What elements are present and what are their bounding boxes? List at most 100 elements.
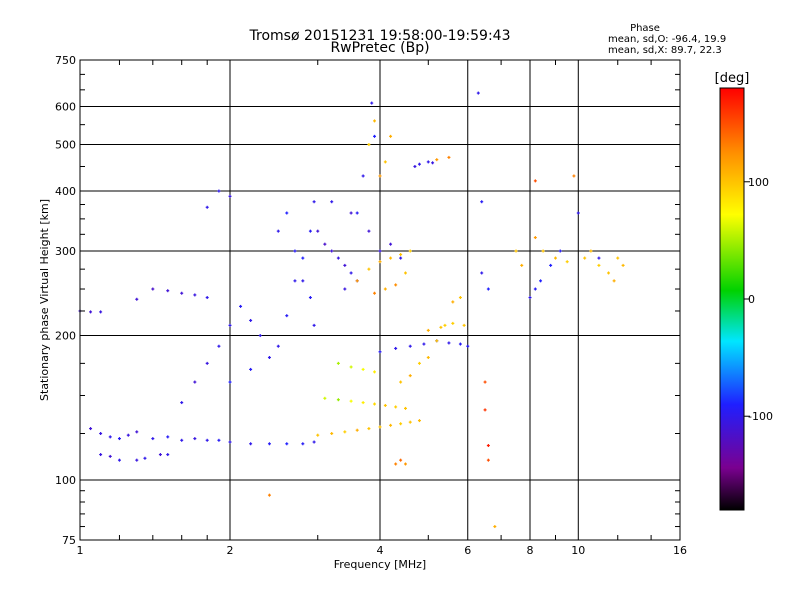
data-point	[361, 174, 365, 178]
data-point	[249, 318, 253, 322]
data-point	[394, 283, 398, 287]
data-point	[549, 263, 553, 267]
data-point	[367, 229, 371, 233]
data-point	[383, 287, 387, 291]
data-point	[443, 323, 447, 327]
data-point	[378, 350, 382, 354]
data-point	[205, 205, 209, 209]
data-point	[249, 442, 253, 446]
data-point	[249, 367, 253, 371]
data-point	[301, 279, 305, 283]
y-tick-label: 200	[55, 330, 76, 343]
data-point	[389, 423, 393, 427]
data-point	[355, 428, 359, 432]
y-tick-label: 400	[55, 185, 76, 198]
data-point	[276, 344, 280, 348]
data-point	[285, 211, 289, 215]
data-point	[166, 435, 170, 439]
data-point	[378, 249, 382, 253]
data-point	[426, 328, 430, 332]
data-point	[533, 236, 537, 240]
data-point	[408, 249, 412, 253]
data-point	[612, 279, 616, 283]
data-point	[239, 304, 243, 308]
data-point	[394, 346, 398, 350]
data-point	[533, 179, 537, 183]
data-point	[597, 256, 601, 260]
data-point	[451, 321, 455, 325]
data-point	[293, 249, 297, 253]
data-point	[312, 323, 316, 327]
data-point	[486, 444, 490, 448]
data-point	[267, 442, 271, 446]
data-point	[439, 325, 443, 329]
data-point	[301, 442, 305, 446]
data-point	[99, 310, 103, 314]
data-point	[417, 162, 421, 166]
data-point	[370, 101, 374, 105]
colorbar-label: [deg]	[715, 71, 750, 86]
data-point	[355, 211, 359, 215]
y-tick-label: 500	[55, 139, 76, 152]
data-point	[312, 440, 316, 444]
data-point	[583, 256, 587, 260]
data-point	[480, 271, 484, 275]
data-point	[361, 401, 365, 405]
data-point	[367, 143, 371, 147]
data-point	[373, 119, 377, 123]
data-point	[217, 438, 221, 442]
data-point	[330, 249, 334, 253]
data-point	[193, 437, 197, 441]
data-point	[483, 408, 487, 412]
data-point	[258, 334, 262, 338]
data-point	[458, 296, 462, 300]
data-point	[451, 300, 455, 304]
chart-title: Tromsø 20151231 19:58:00-19:59:43	[249, 28, 511, 44]
data-point	[466, 344, 470, 348]
data-point	[228, 194, 232, 198]
data-point	[597, 263, 601, 267]
data-point	[533, 287, 537, 291]
stats-title: Phase	[630, 23, 660, 34]
y-axis-ticks: 75 100 200 300 400 500 600 750	[55, 54, 680, 547]
colorbar-tick-label: 0	[748, 293, 755, 306]
data-point	[435, 158, 439, 162]
colorbar-tick-label: 100	[748, 176, 769, 189]
data-point	[89, 427, 93, 431]
data-point	[616, 256, 620, 260]
data-point	[378, 174, 382, 178]
data-point	[336, 361, 340, 365]
data-point	[89, 310, 93, 314]
data-point	[426, 160, 430, 164]
stats-line-o: mean, sd,O: -96.4, 19.9	[608, 34, 726, 45]
data-point	[558, 249, 562, 253]
data-point	[228, 380, 232, 384]
data-point	[486, 287, 490, 291]
data-point	[576, 211, 580, 215]
data-point	[383, 403, 387, 407]
data-point	[378, 260, 382, 264]
y-tick-label: 300	[55, 245, 76, 258]
data-point	[135, 458, 139, 462]
data-point	[589, 249, 593, 253]
y-tick-label: 100	[55, 474, 76, 487]
data-points	[78, 91, 625, 529]
x-axis-ticks: 1 2 4 6 8 10 16	[77, 60, 687, 557]
data-point	[367, 267, 371, 271]
data-point	[462, 323, 466, 327]
data-point	[205, 296, 209, 300]
data-point	[205, 361, 209, 365]
data-point	[394, 405, 398, 409]
plot-frame	[79, 59, 681, 541]
colorbar	[720, 88, 744, 510]
colorbar-tick-label: -100	[748, 410, 773, 423]
data-point	[553, 256, 557, 260]
data-point	[399, 256, 403, 260]
data-point	[301, 256, 305, 260]
data-point	[158, 453, 162, 457]
data-point	[267, 493, 271, 497]
x-tick-label: 2	[227, 544, 234, 557]
data-point	[166, 453, 170, 457]
data-point	[458, 342, 462, 346]
